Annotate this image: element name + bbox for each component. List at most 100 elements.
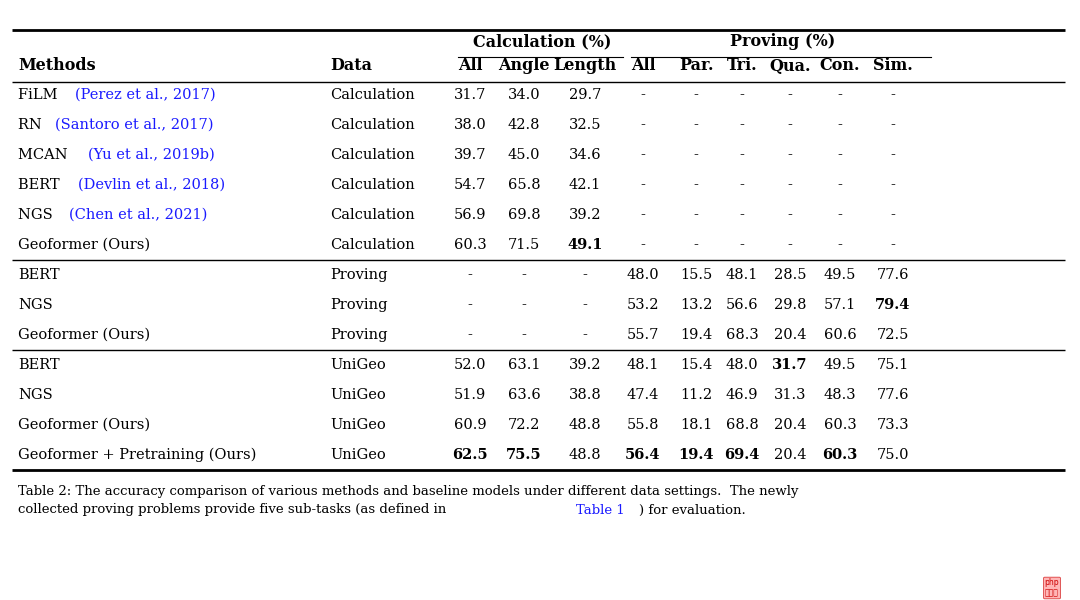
Text: Angle: Angle xyxy=(498,58,550,74)
Text: collected proving problems provide five sub-tasks (as defined in: collected proving problems provide five … xyxy=(18,503,450,517)
Text: 75.1: 75.1 xyxy=(877,358,909,372)
Text: Proving: Proving xyxy=(330,298,388,312)
Text: 77.6: 77.6 xyxy=(877,388,909,402)
Text: Proving: Proving xyxy=(330,328,388,342)
Text: UniGeo: UniGeo xyxy=(330,388,386,402)
Text: Geoformer (Ours): Geoformer (Ours) xyxy=(18,418,150,432)
Text: 39.2: 39.2 xyxy=(569,208,602,222)
Text: -: - xyxy=(891,88,895,102)
Text: -: - xyxy=(787,148,793,162)
Text: 68.3: 68.3 xyxy=(726,328,758,342)
Text: -: - xyxy=(522,328,526,342)
Text: Methods: Methods xyxy=(18,58,96,74)
Text: -: - xyxy=(838,178,842,192)
Text: -: - xyxy=(582,268,588,282)
Text: -: - xyxy=(891,148,895,162)
Text: 57.1: 57.1 xyxy=(824,298,856,312)
Text: Geoformer (Ours): Geoformer (Ours) xyxy=(18,238,150,252)
Text: UniGeo: UniGeo xyxy=(330,448,386,462)
Text: All: All xyxy=(631,58,656,74)
Text: 79.4: 79.4 xyxy=(875,298,910,312)
Text: Calculation: Calculation xyxy=(330,178,415,192)
Text: -: - xyxy=(640,88,646,102)
Text: Table 2: The accuracy comparison of various methods and baseline models under di: Table 2: The accuracy comparison of vari… xyxy=(18,485,798,499)
Text: 11.2: 11.2 xyxy=(680,388,712,402)
Text: 34.6: 34.6 xyxy=(569,148,602,162)
Text: -: - xyxy=(522,268,526,282)
Text: 69.8: 69.8 xyxy=(508,208,540,222)
Text: 42.1: 42.1 xyxy=(569,178,602,192)
Text: -: - xyxy=(787,118,793,132)
Text: (Yu et al., 2019b): (Yu et al., 2019b) xyxy=(87,148,215,162)
Text: 75.0: 75.0 xyxy=(877,448,909,462)
Text: -: - xyxy=(787,238,793,252)
Text: (Devlin et al., 2018): (Devlin et al., 2018) xyxy=(78,178,225,192)
Text: RN: RN xyxy=(18,118,46,132)
Text: BERT: BERT xyxy=(18,178,64,192)
Text: 69.4: 69.4 xyxy=(725,448,759,462)
Text: 56.4: 56.4 xyxy=(625,448,661,462)
Text: 46.9: 46.9 xyxy=(726,388,758,402)
Text: 53.2: 53.2 xyxy=(626,298,659,312)
Text: (Chen et al., 2021): (Chen et al., 2021) xyxy=(69,208,207,222)
Text: Calculation: Calculation xyxy=(330,118,415,132)
Text: 54.7: 54.7 xyxy=(454,178,486,192)
Text: -: - xyxy=(522,298,526,312)
Text: -: - xyxy=(740,118,744,132)
Text: -: - xyxy=(640,238,646,252)
Text: 38.0: 38.0 xyxy=(454,118,486,132)
Text: Calculation: Calculation xyxy=(330,208,415,222)
Text: FiLM: FiLM xyxy=(18,88,63,102)
Text: Calculation (%): Calculation (%) xyxy=(473,34,611,50)
Text: -: - xyxy=(740,148,744,162)
Text: 20.4: 20.4 xyxy=(773,328,807,342)
Text: -: - xyxy=(787,208,793,222)
Text: 51.9: 51.9 xyxy=(454,388,486,402)
Text: 29.8: 29.8 xyxy=(773,298,807,312)
Text: -: - xyxy=(640,178,646,192)
Text: BERT: BERT xyxy=(18,268,59,282)
Text: -: - xyxy=(891,118,895,132)
Text: UniGeo: UniGeo xyxy=(330,418,386,432)
Text: -: - xyxy=(838,148,842,162)
Text: 60.3: 60.3 xyxy=(824,418,856,432)
Text: 18.1: 18.1 xyxy=(680,418,712,432)
Text: 29.7: 29.7 xyxy=(569,88,602,102)
Text: -: - xyxy=(740,88,744,102)
Text: 20.4: 20.4 xyxy=(773,418,807,432)
Text: 31.3: 31.3 xyxy=(773,388,807,402)
Text: 56.6: 56.6 xyxy=(726,298,758,312)
Text: 49.1: 49.1 xyxy=(567,238,603,252)
Text: -: - xyxy=(787,88,793,102)
Text: 49.5: 49.5 xyxy=(824,268,856,282)
Text: -: - xyxy=(838,208,842,222)
Text: 48.1: 48.1 xyxy=(626,358,659,372)
Text: -: - xyxy=(693,208,699,222)
Text: 52.0: 52.0 xyxy=(454,358,486,372)
Text: 34.0: 34.0 xyxy=(508,88,540,102)
Text: -: - xyxy=(640,148,646,162)
Text: 55.7: 55.7 xyxy=(626,328,659,342)
Text: -: - xyxy=(468,268,472,282)
Text: -: - xyxy=(693,148,699,162)
Text: -: - xyxy=(693,118,699,132)
Text: 15.4: 15.4 xyxy=(680,358,712,372)
Text: 73.3: 73.3 xyxy=(877,418,909,432)
Text: MCAN: MCAN xyxy=(18,148,72,162)
Text: 38.8: 38.8 xyxy=(569,388,602,402)
Text: -: - xyxy=(838,88,842,102)
Text: 48.3: 48.3 xyxy=(824,388,856,402)
Text: Sim.: Sim. xyxy=(873,58,913,74)
Text: Qua.: Qua. xyxy=(769,58,811,74)
Text: 48.0: 48.0 xyxy=(626,268,659,282)
Text: 39.7: 39.7 xyxy=(454,148,486,162)
Text: 63.1: 63.1 xyxy=(508,358,540,372)
Text: 31.7: 31.7 xyxy=(772,358,808,372)
Text: ) for evaluation.: ) for evaluation. xyxy=(639,503,745,517)
Text: Table 1: Table 1 xyxy=(576,503,625,517)
Text: -: - xyxy=(582,298,588,312)
Text: php
中文网: php 中文网 xyxy=(1044,578,1059,598)
Text: -: - xyxy=(838,118,842,132)
Text: 39.2: 39.2 xyxy=(569,358,602,372)
Text: 60.3: 60.3 xyxy=(454,238,486,252)
